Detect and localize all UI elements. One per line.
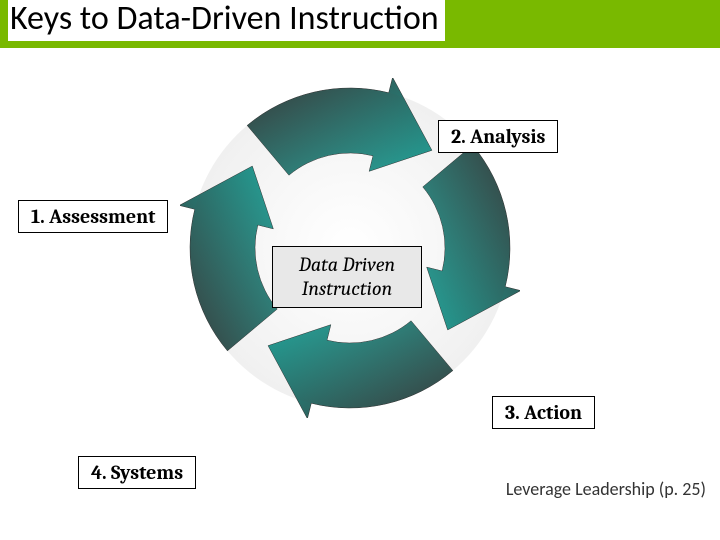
label-action-text: 3. Action	[505, 401, 582, 424]
cycle-arrow-1	[247, 78, 432, 175]
title-bar: Keys to Data-Driven Instruction	[0, 0, 720, 48]
label-systems-text: 4. Systems	[91, 461, 183, 484]
page-title: Keys to Data-Driven Instruction	[8, 0, 445, 41]
footer-citation: Leverage Leadership (p. 25)	[506, 478, 706, 500]
center-label-text: Data DrivenInstruction	[299, 253, 395, 300]
label-assessment: 1. Assessment	[18, 200, 168, 233]
cycle-arrow-3	[268, 321, 453, 418]
cycle-arrow-2	[423, 145, 520, 330]
label-systems: 4. Systems	[78, 456, 196, 489]
cycle-arrow-4	[180, 166, 277, 351]
label-analysis-text: 2. Analysis	[451, 125, 545, 148]
label-action: 3. Action	[492, 396, 595, 429]
label-analysis: 2. Analysis	[438, 120, 558, 153]
label-assessment-text: 1. Assessment	[31, 205, 155, 228]
center-label: Data DrivenInstruction	[272, 246, 422, 308]
diagram-area: Data DrivenInstruction 1. Assessment 2. …	[0, 48, 720, 508]
